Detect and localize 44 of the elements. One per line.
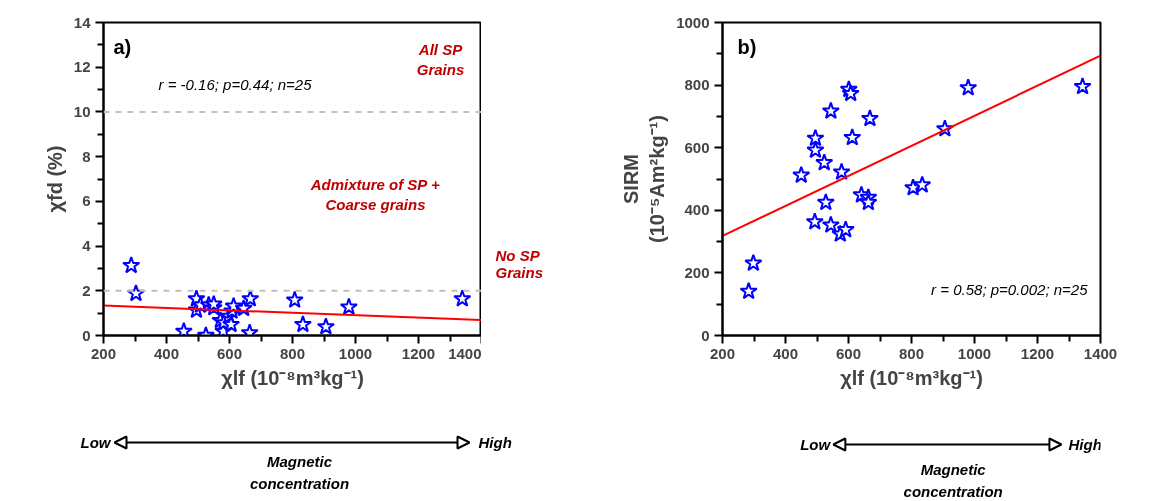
y-tick-label: 0 [701, 326, 710, 344]
y-tick-label: 200 [684, 263, 710, 281]
x-tick-label: 1400 [448, 344, 482, 362]
y-tick-label: 1000 [676, 13, 710, 31]
text: High [1068, 436, 1102, 453]
y-tick-label: 4 [82, 237, 92, 255]
x-tick-label: 1000 [338, 344, 373, 362]
x-tick-label: 600 [216, 344, 243, 362]
y-axis-title: SIRM (10⁻⁵Am²kg⁻¹) [619, 115, 669, 243]
x-tick-label: 1400 [1083, 344, 1118, 362]
text: No SP Grains [495, 246, 544, 281]
y-axis-title: χfd (%) [43, 145, 66, 213]
y-tick-label: 12 [73, 58, 91, 76]
x-tick-label: 800 [898, 344, 925, 362]
y-tick-label: 14 [73, 13, 92, 31]
x-axis-title: χlf (10⁻⁸m³kg⁻¹) [221, 366, 364, 389]
annotation: r = 0.58; p=0.002; n=25 [931, 280, 1089, 298]
text: High [478, 434, 512, 451]
x-tick-label: 800 [279, 344, 306, 362]
annotation: r = -0.16; p=0.44; n=25 [158, 75, 313, 93]
annotation: b) [737, 35, 757, 58]
annotation: Admixture of SP + Coarse grains [309, 175, 440, 213]
annotation: a) [113, 35, 132, 58]
y-tick-label: 8 [82, 147, 91, 165]
y-tick-label: 6 [82, 192, 91, 210]
y-tick-label: 400 [684, 201, 710, 219]
x-tick-label: 1000 [957, 344, 992, 362]
x-tick-label: 400 [772, 344, 799, 362]
x-tick-label: 400 [153, 344, 180, 362]
y-tick-label: 800 [684, 76, 710, 94]
text: Magnetic concentration [903, 460, 1003, 500]
x-axis-title: χlf (10⁻⁸m³kg⁻¹) [840, 366, 983, 389]
text: Low [80, 434, 112, 451]
x-tick-label: 200 [709, 344, 736, 362]
y-tick-label: 0 [82, 326, 91, 344]
y-tick-label: 10 [73, 102, 91, 120]
x-tick-label: 600 [835, 344, 862, 362]
x-tick-label: 1200 [401, 344, 436, 362]
y-tick-label: 2 [82, 281, 91, 299]
x-tick-label: 1200 [1020, 344, 1055, 362]
text: Magnetic concentration [249, 452, 350, 492]
y-tick-label: 600 [684, 138, 710, 156]
text: Low [800, 436, 832, 453]
annotation: All SP Grains [416, 40, 465, 78]
